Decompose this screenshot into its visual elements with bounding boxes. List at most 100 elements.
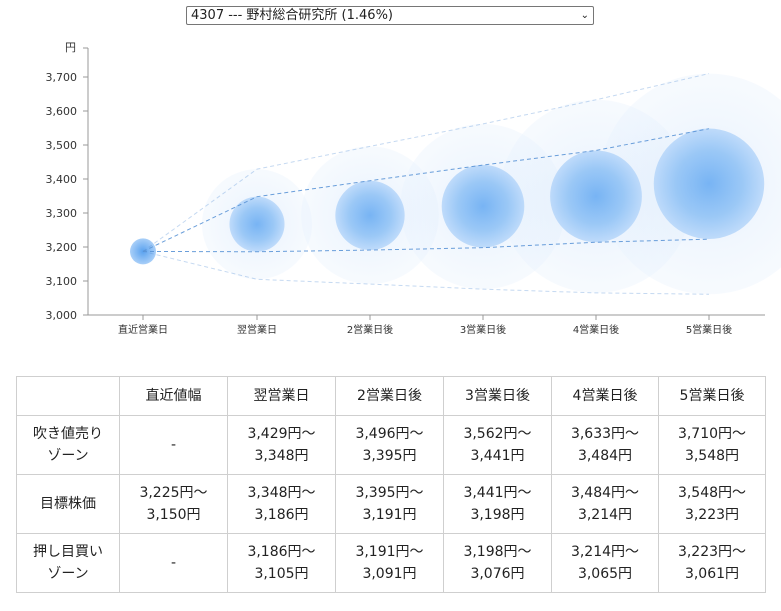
y-tick-label: 3,000 bbox=[46, 309, 78, 322]
cell-line: 3,223円 bbox=[684, 507, 740, 523]
row-label-line: 吹き値売り bbox=[33, 426, 103, 442]
y-tick-label: 3,700 bbox=[46, 71, 78, 84]
cell-line: 3,061円 bbox=[684, 566, 740, 582]
table-cell: 3,484円〜 3,214円 bbox=[551, 474, 659, 534]
table-header: 4営業日後 bbox=[551, 376, 659, 416]
table-row: 吹き値売りゾーン - 3,429円〜 3,348円 3,496円〜 3,395円 3,562… bbox=[16, 415, 766, 475]
forecast-chart: 円 3,000 3,100 3,200 3,300 3,400 3,500 3,600 3,70… bbox=[46, 41, 781, 336]
row-label: 押し目買い ゾーン bbox=[16, 533, 120, 593]
cell-line: 3,484円〜 bbox=[570, 485, 640, 501]
row-label-line: ゾーン bbox=[47, 448, 89, 464]
table-cell: 3,441円〜 3,198円 bbox=[443, 474, 552, 534]
y-tick-label: 3,200 bbox=[46, 241, 78, 254]
lower-target-line bbox=[142, 238, 710, 253]
x-tick-label: 翌営業日 bbox=[237, 323, 277, 336]
target-range-bubble bbox=[335, 180, 405, 251]
table-cell: 3,214円〜 3,065円 bbox=[551, 533, 659, 593]
table-cell: 3,429円〜 3,348円 bbox=[227, 415, 336, 475]
table-header-row: 直近値幅 翌営業日 2営業日後 3営業日後 4営業日後 5営業日後 bbox=[16, 376, 766, 416]
cell-line: 3,214円 bbox=[577, 507, 633, 523]
cell-line: 3,186円〜 bbox=[247, 544, 316, 560]
upper-zone-line bbox=[142, 73, 710, 252]
table-cell: - bbox=[119, 533, 228, 593]
cell-line: 3,223円〜 bbox=[677, 544, 747, 560]
cell-line: 3,429円〜 bbox=[247, 426, 316, 442]
x-tick-label: 5営業日後 bbox=[686, 323, 732, 336]
cell-line: 3,191円〜 bbox=[355, 544, 424, 560]
table-row: 目標株価 3,225円〜 3,150円 3,348円〜 3,186円 3,395円〜 3,1… bbox=[16, 474, 766, 534]
cell-line: 3,225円〜 bbox=[139, 485, 208, 501]
table-cell: 3,496円〜 3,395円 bbox=[335, 415, 444, 475]
cell-line: 3,395円〜 bbox=[355, 485, 424, 501]
y-tick-label: 3,300 bbox=[46, 207, 78, 220]
cell-line: 3,562円〜 bbox=[463, 426, 532, 442]
table-cell: 3,191円〜 3,091円 bbox=[335, 533, 444, 593]
upper-target-line bbox=[142, 128, 710, 252]
cell-line: 3,091円 bbox=[362, 566, 417, 582]
x-tick-label: 2営業日後 bbox=[347, 323, 393, 336]
cell-line: 3,548円〜 bbox=[677, 485, 747, 501]
cell-line: 3,548円 bbox=[684, 448, 740, 464]
lower-zone-line bbox=[142, 250, 710, 295]
target-range-bubble bbox=[441, 164, 525, 248]
table-header: 直近値幅 bbox=[119, 376, 228, 416]
table-header: 3営業日後 bbox=[443, 376, 552, 416]
table-cell: - bbox=[119, 415, 228, 475]
table-cell: 3,198円〜 3,076円 bbox=[443, 533, 552, 593]
cell-line: 3,198円〜 bbox=[463, 544, 532, 560]
table-cell: 3,710円〜 3,548円 bbox=[658, 415, 766, 475]
table-cell: 3,223円〜 3,061円 bbox=[658, 533, 766, 593]
cell-line: 3,395円 bbox=[362, 448, 417, 464]
target-range-bubble bbox=[653, 128, 765, 240]
cell-line: - bbox=[170, 555, 177, 571]
table-cell: 3,348円〜 3,186円 bbox=[227, 474, 336, 534]
cell-line: 3,496円〜 bbox=[355, 426, 424, 442]
table-header bbox=[16, 376, 120, 416]
stock-select[interactable]: 4307 --- 野村総合研究所 (1.46%) ⌄ bbox=[186, 6, 594, 25]
cell-line: 3,214円〜 bbox=[570, 544, 640, 560]
cell-line: 3,198円 bbox=[470, 507, 525, 523]
cell-line: 3,348円 bbox=[254, 448, 309, 464]
chevron-down-icon: ⌄ bbox=[580, 10, 589, 21]
cell-line: 3,441円 bbox=[470, 448, 525, 464]
x-tick-label: 直近営業日 bbox=[118, 323, 168, 336]
table-cell: 3,225円〜 3,150円 bbox=[119, 474, 228, 534]
y-tick-label: 3,100 bbox=[46, 275, 78, 288]
cell-line: 3,441円〜 bbox=[463, 485, 532, 501]
row-label: 目標株価 bbox=[16, 474, 120, 534]
row-label-line: 押し目買い bbox=[33, 544, 103, 560]
cell-line: 3,076円 bbox=[470, 566, 525, 582]
y-tick-label: 3,500 bbox=[46, 139, 78, 152]
cell-line: 3,150円 bbox=[146, 507, 201, 523]
table-cell: 3,548円〜 3,223円 bbox=[658, 474, 766, 534]
cell-line: 3,191円 bbox=[362, 507, 417, 523]
x-tick-label: 4営業日後 bbox=[573, 323, 619, 336]
x-tick-label: 3営業日後 bbox=[460, 323, 506, 336]
cell-line: 3,348円〜 bbox=[247, 485, 316, 501]
cell-line: 3,710円〜 bbox=[677, 426, 747, 442]
cell-line: - bbox=[170, 437, 177, 453]
y-unit-label: 円 bbox=[65, 41, 76, 54]
table-header: 2営業日後 bbox=[335, 376, 444, 416]
cell-line: 3,105円 bbox=[254, 566, 309, 582]
table-cell: 3,395円〜 3,191円 bbox=[335, 474, 444, 534]
cell-line: 3,633円〜 bbox=[570, 426, 640, 442]
table-header: 5営業日後 bbox=[658, 376, 766, 416]
cell-line: 3,065円 bbox=[577, 566, 633, 582]
row-label-line: 目標株価 bbox=[40, 496, 96, 512]
table-header: 翌営業日 bbox=[227, 376, 336, 416]
cell-line: 3,484円 bbox=[577, 448, 633, 464]
y-tick-label: 3,600 bbox=[46, 105, 78, 118]
stock-select-value: 4307 --- 野村総合研究所 (1.46%) bbox=[191, 8, 393, 23]
table-cell: 3,562円〜 3,441円 bbox=[443, 415, 552, 475]
table-cell: 3,633円〜 3,484円 bbox=[551, 415, 659, 475]
row-label-line: ゾーン bbox=[47, 566, 89, 582]
price-zone-table: 直近値幅 翌営業日 2営業日後 3営業日後 4営業日後 5営業日後 吹き値売りゾ… bbox=[16, 376, 766, 593]
table-row: 押し目買いゾーン - 3,186円〜 3,105円 3,191円〜 3,091円 3,198… bbox=[16, 533, 766, 593]
table-cell: 3,186円〜 3,105円 bbox=[227, 533, 336, 593]
target-range-bubble bbox=[550, 150, 642, 243]
cell-line: 3,186円 bbox=[254, 507, 309, 523]
target-range-bubble bbox=[229, 196, 285, 252]
row-label: 吹き値売り ゾーン bbox=[16, 415, 120, 475]
y-tick-label: 3,400 bbox=[46, 173, 78, 186]
